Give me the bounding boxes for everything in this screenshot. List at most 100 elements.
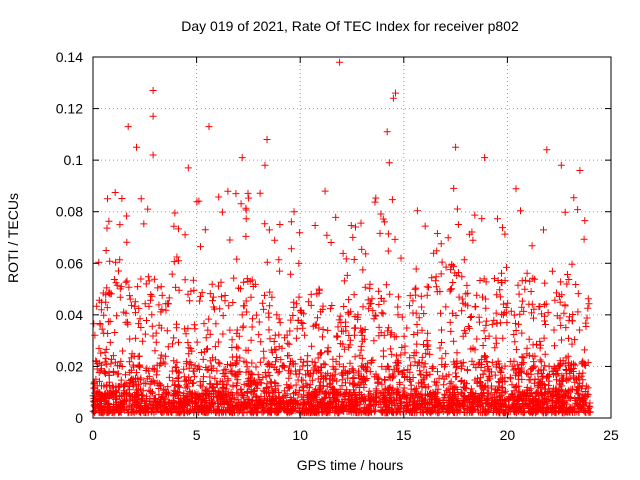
data-point	[243, 275, 251, 283]
data-point	[528, 242, 536, 250]
data-point	[216, 360, 224, 368]
data-point	[287, 245, 295, 253]
data-point	[178, 402, 186, 410]
data-point	[171, 209, 179, 217]
data-point	[527, 389, 535, 397]
data-point	[454, 221, 462, 228]
data-point	[243, 363, 251, 371]
data-point	[91, 389, 98, 397]
data-point	[386, 290, 394, 298]
data-point	[455, 293, 463, 301]
data-point	[387, 345, 395, 353]
data-point	[479, 293, 486, 301]
data-point	[418, 390, 426, 398]
data-point	[95, 258, 103, 266]
data-point	[284, 352, 291, 360]
data-point	[222, 365, 230, 373]
data-point	[511, 338, 519, 346]
data-point	[365, 305, 373, 313]
data-point	[160, 400, 168, 408]
data-point	[415, 314, 423, 322]
data-point	[377, 403, 385, 411]
data-point	[106, 338, 114, 346]
data-point	[458, 273, 466, 281]
data-point	[420, 341, 427, 348]
data-point	[323, 231, 331, 239]
data-point	[296, 307, 304, 315]
data-point	[541, 321, 549, 328]
data-point	[359, 303, 367, 311]
data-point	[555, 380, 563, 388]
data-point	[175, 225, 182, 233]
data-point	[273, 354, 281, 361]
data-point	[461, 409, 469, 416]
data-point	[463, 281, 471, 289]
data-point	[217, 278, 225, 286]
data-point	[526, 403, 534, 411]
data-point	[479, 370, 487, 378]
data-point	[185, 373, 193, 381]
data-point	[574, 308, 582, 316]
data-point	[247, 336, 255, 344]
data-point	[95, 405, 103, 413]
data-point	[434, 368, 441, 376]
data-point	[560, 309, 568, 317]
data-point	[371, 311, 379, 319]
data-point	[531, 375, 539, 383]
data-point	[162, 352, 170, 360]
data-point	[440, 401, 448, 409]
data-point	[357, 346, 365, 354]
data-point	[579, 376, 587, 384]
data-point	[420, 310, 428, 317]
data-point	[336, 340, 344, 348]
data-point	[309, 404, 316, 412]
data-point	[120, 381, 128, 389]
data-point	[317, 349, 325, 357]
data-point	[147, 407, 155, 415]
data-point	[433, 230, 441, 237]
data-point	[262, 373, 270, 381]
data-point	[412, 291, 420, 299]
data-point	[371, 198, 379, 206]
data-point	[459, 358, 467, 366]
data-point	[263, 400, 270, 407]
data-point	[307, 301, 315, 309]
data-point	[519, 400, 527, 407]
data-point	[568, 340, 576, 348]
data-point	[460, 256, 468, 264]
x-tick-label: 25	[603, 427, 619, 443]
data-point	[383, 128, 391, 136]
x-tick-label: 10	[292, 427, 308, 443]
data-point	[233, 389, 241, 397]
data-point	[342, 255, 350, 263]
data-point	[361, 365, 369, 373]
data-point	[175, 398, 182, 406]
data-point	[445, 371, 453, 379]
data-point	[299, 362, 307, 370]
data-point	[375, 374, 383, 382]
data-point	[525, 407, 532, 415]
data-point	[147, 291, 155, 298]
data-point	[352, 408, 360, 416]
data-point	[332, 358, 340, 366]
data-point	[98, 325, 106, 333]
data-point	[347, 222, 355, 229]
data-point	[114, 370, 122, 378]
data-point	[139, 337, 147, 345]
data-point	[308, 342, 316, 350]
data-point	[575, 383, 583, 391]
data-point	[485, 332, 493, 340]
data-point	[143, 317, 150, 324]
data-point	[341, 390, 349, 398]
data-point	[165, 399, 173, 407]
data-point	[119, 347, 127, 355]
data-point	[191, 325, 199, 333]
data-point	[184, 339, 192, 346]
data-point	[320, 390, 328, 398]
data-point	[512, 346, 520, 354]
data-point	[526, 376, 534, 384]
data-point	[541, 350, 549, 358]
data-point	[266, 335, 274, 343]
data-point	[454, 391, 462, 399]
data-point	[241, 398, 249, 406]
